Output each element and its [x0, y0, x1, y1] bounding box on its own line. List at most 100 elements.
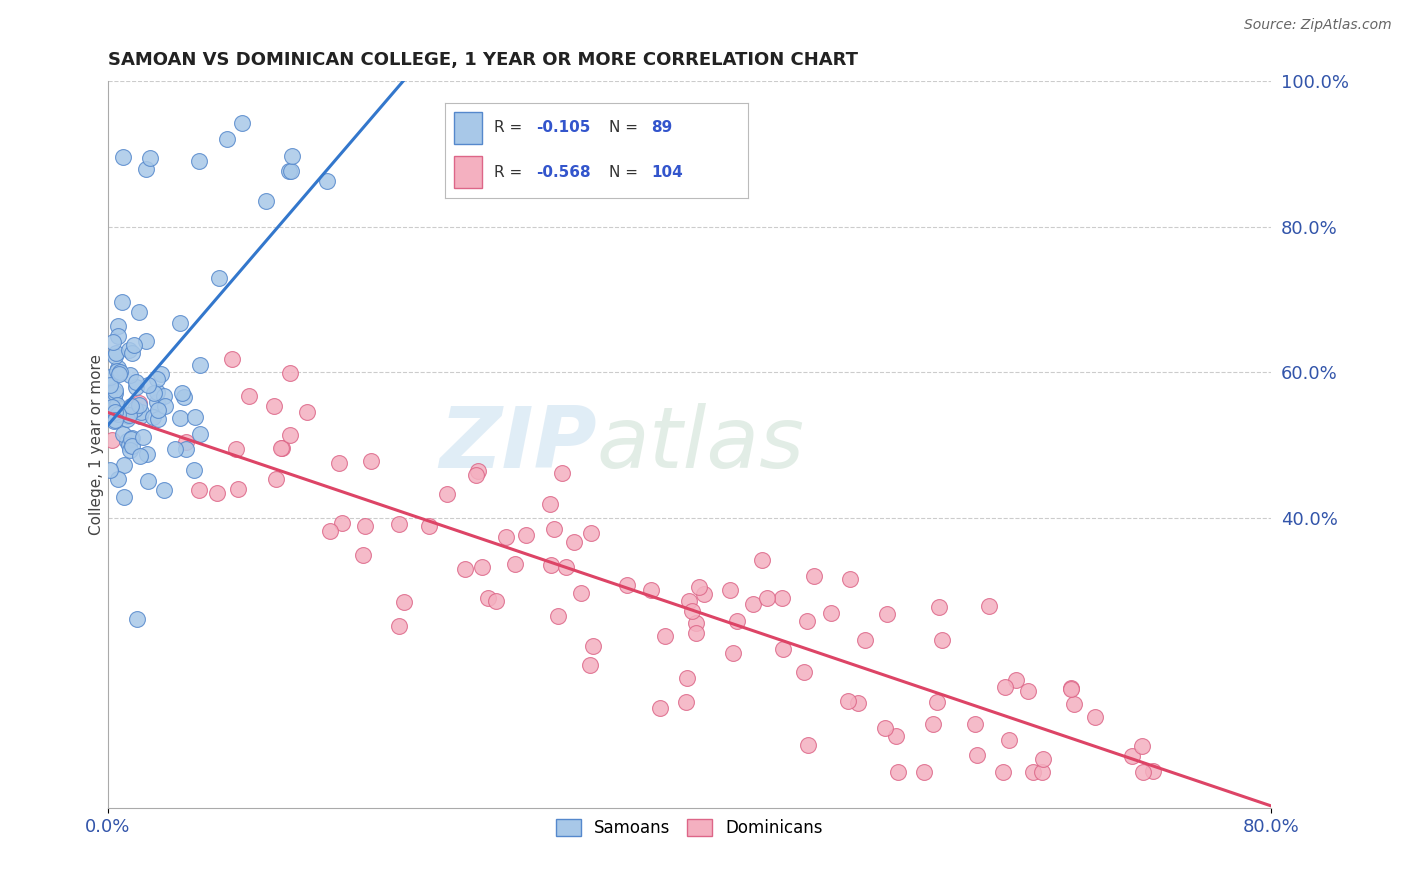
Point [675, 671, 697, 685]
Text: ZIP: ZIP [439, 403, 596, 486]
Point [103, 391, 125, 405]
Legend: Samoans, Dominicans: Samoans, Dominicans [550, 813, 830, 844]
Point [115, 434, 138, 448]
Point [176, 442, 198, 456]
Point [928, 600, 950, 615]
Point [107, 472, 129, 486]
Point [1031, 765, 1053, 780]
Point [97, 386, 120, 401]
Point [721, 646, 744, 660]
Point [485, 593, 508, 607]
Point [467, 464, 489, 478]
Point [280, 164, 302, 178]
Point [98, 378, 121, 392]
Point [797, 738, 820, 752]
Point [436, 487, 458, 501]
Point [120, 368, 142, 383]
Point [188, 359, 211, 373]
Text: atlas: atlas [596, 403, 804, 486]
Point [1022, 765, 1045, 780]
Point [128, 396, 150, 410]
Point [107, 329, 129, 343]
Point [101, 434, 124, 448]
Point [277, 164, 299, 178]
Point [135, 334, 157, 349]
Point [316, 174, 339, 188]
Text: SAMOAN VS DOMINICAN COLLEGE, 1 YEAR OR MORE CORRELATION CHART: SAMOAN VS DOMINICAN COLLEGE, 1 YEAR OR M… [108, 51, 858, 69]
Point [101, 334, 124, 349]
Point [579, 525, 602, 540]
Point [170, 386, 193, 401]
Point [188, 483, 211, 497]
Point [266, 472, 288, 486]
Point [681, 604, 703, 618]
Point [153, 399, 176, 413]
Point [231, 116, 253, 130]
Point [169, 411, 191, 425]
Point [793, 665, 815, 679]
Point [125, 612, 148, 626]
Point [145, 395, 167, 409]
Point [132, 430, 155, 444]
Point [751, 553, 773, 567]
Point [128, 450, 150, 464]
Point [1142, 764, 1164, 779]
Point [803, 569, 825, 583]
Point [139, 151, 162, 165]
Point [562, 534, 585, 549]
Point [693, 587, 716, 601]
Point [104, 413, 127, 427]
Point [464, 467, 486, 482]
Point [278, 427, 301, 442]
Point [205, 486, 228, 500]
Point [111, 294, 134, 309]
Point [966, 747, 988, 762]
Point [332, 516, 354, 530]
Point [772, 642, 794, 657]
Point [121, 439, 143, 453]
Point [112, 490, 135, 504]
Point [122, 338, 145, 352]
Point [118, 438, 141, 452]
Point [128, 398, 150, 412]
Point [188, 153, 211, 168]
Point [837, 694, 859, 708]
Point [120, 399, 142, 413]
Point [135, 162, 157, 177]
Point [152, 389, 174, 403]
Point [254, 194, 277, 208]
Point [104, 386, 127, 401]
Point [318, 524, 340, 538]
Point [352, 548, 374, 562]
Point [120, 442, 142, 457]
Point [111, 427, 134, 442]
Point [678, 593, 700, 607]
Point [354, 518, 377, 533]
Point [125, 375, 148, 389]
Point [328, 456, 350, 470]
Point [921, 717, 943, 731]
Point [547, 608, 569, 623]
Point [540, 558, 562, 573]
Point [225, 442, 247, 456]
Point [104, 346, 127, 360]
Point [392, 595, 415, 609]
Point [616, 578, 638, 592]
Point [388, 618, 411, 632]
Point [112, 150, 135, 164]
Point [977, 599, 1000, 614]
Point [454, 562, 477, 576]
Point [515, 528, 537, 542]
Point [569, 586, 592, 600]
Point [226, 482, 249, 496]
Point [105, 398, 128, 412]
Point [105, 364, 128, 378]
Point [1130, 739, 1153, 753]
Point [136, 474, 159, 488]
Point [101, 400, 124, 414]
Point [104, 350, 127, 364]
Point [1063, 697, 1085, 711]
Text: Source: ZipAtlas.com: Source: ZipAtlas.com [1244, 18, 1392, 32]
Point [1132, 765, 1154, 780]
Point [770, 591, 793, 605]
